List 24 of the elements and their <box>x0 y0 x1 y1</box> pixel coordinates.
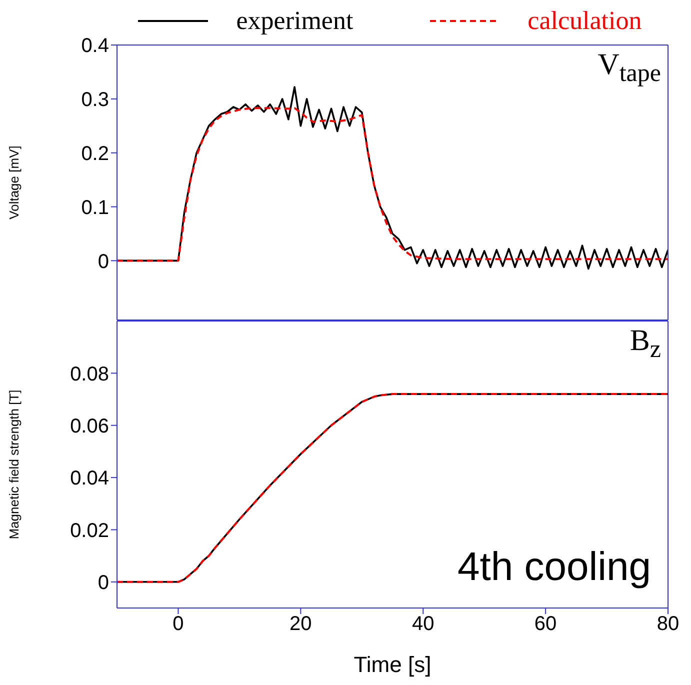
y-tick-label: 0.1 <box>81 196 109 219</box>
x-tick-label: 0 <box>172 613 184 636</box>
x-tick-label: 80 <box>656 613 680 636</box>
y-axis-title: Voltage [mV] <box>6 146 22 220</box>
y-tick-label: 0 <box>98 250 109 273</box>
annotation: B$_{z}$ <box>630 324 661 364</box>
x-tick-label: 40 <box>412 613 434 636</box>
y-tick-label: 0 <box>98 572 109 594</box>
line-series <box>117 107 668 262</box>
legend-label: experiment <box>236 6 354 36</box>
annotation: V$_{tape}$ <box>598 48 661 88</box>
y-tick-label: 0.06 <box>70 415 109 438</box>
x-tick-label: 60 <box>534 613 557 636</box>
y-tick-label: 0.3 <box>81 89 109 112</box>
y-tick-label: 0.02 <box>70 520 109 542</box>
legend-label: calculation <box>528 6 642 36</box>
y-axis-title: Magnetic field strength [T] <box>6 390 22 540</box>
y-tick-label: 0.4 <box>81 35 109 58</box>
y-tick-label: 0.08 <box>70 363 109 386</box>
x-axis-title: Time [s] <box>354 652 432 677</box>
x-tick-label: 20 <box>290 613 312 636</box>
annotation: 4th cooling <box>458 545 651 590</box>
y-tick-label: 0.2 <box>81 142 109 165</box>
y-tick-label: 0.04 <box>70 468 109 490</box>
